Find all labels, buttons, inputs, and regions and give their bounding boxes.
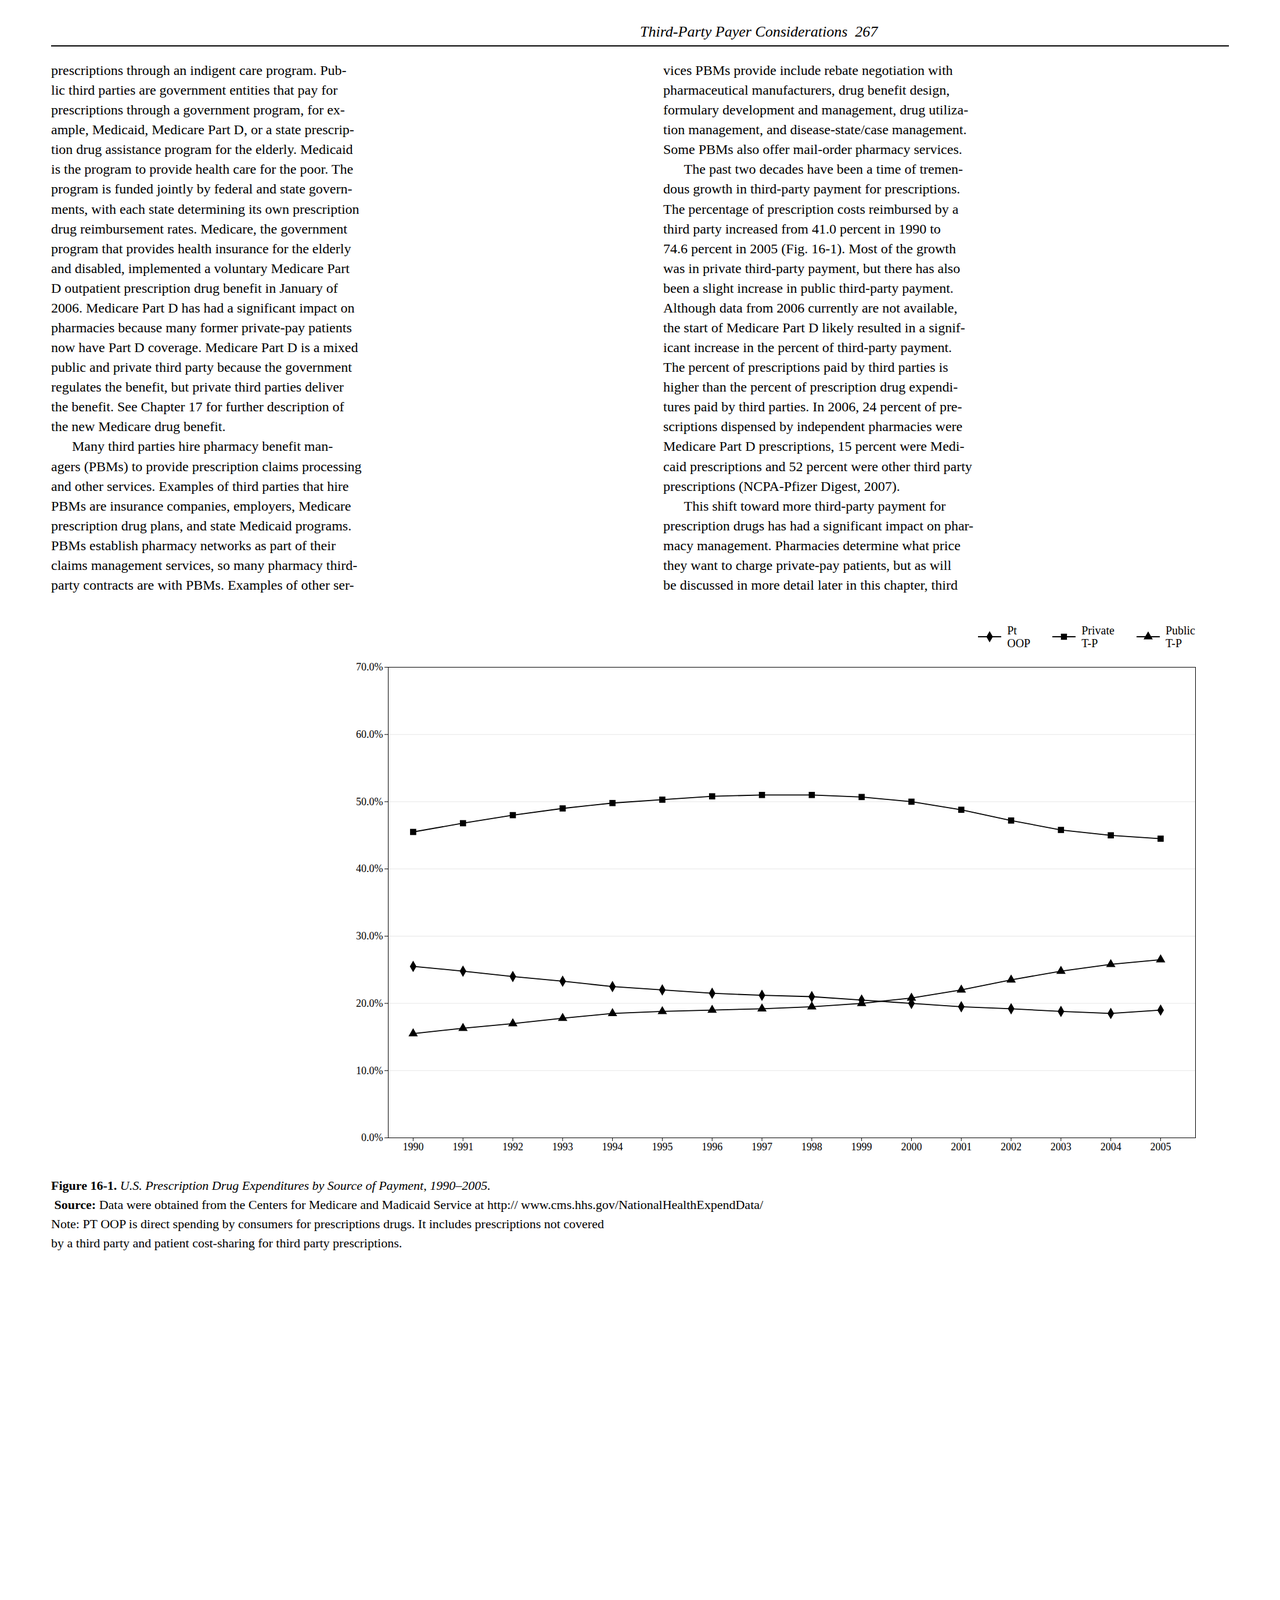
svg-text:2004: 2004 (1100, 1140, 1122, 1153)
svg-text:1994: 1994 (602, 1140, 624, 1153)
svg-text:30.0%: 30.0% (356, 929, 384, 942)
html-text:by a third party and patient c: by a third party and patient cost-sharin… (51, 1235, 403, 1250)
svg-text:1999: 1999 (851, 1140, 873, 1153)
svg-text:1992: 1992 (502, 1140, 524, 1153)
html-text:Private T-P: Private T-P (1081, 623, 1115, 650)
html-text:Figure 16-1. U.S. Prescription: Figure 16-1. U.S. Prescription Drug Expe… (51, 1177, 491, 1193)
svg-text:1991: 1991 (452, 1140, 474, 1153)
svg-text:1996: 1996 (701, 1140, 723, 1153)
svg-text:0.0%: 0.0% (361, 1131, 384, 1143)
svg-text:40.0%: 40.0% (356, 863, 384, 875)
svg-text:2003: 2003 (1050, 1140, 1072, 1153)
html-text:prescriptions through an indig: prescriptions through an indigent care p… (51, 62, 362, 593)
svg-text:1995: 1995 (651, 1140, 673, 1153)
svg-text:1993: 1993 (552, 1140, 574, 1153)
html-text:Note: PT OOP is direct spendin: Note: PT OOP is direct spending by consu… (51, 1216, 604, 1231)
svg-text:50.0%: 50.0% (356, 795, 384, 808)
svg-text:70.0%: 70.0% (356, 660, 384, 673)
html-text:Public T-P: Public T-P (1165, 623, 1196, 650)
svg-text:2002: 2002 (1000, 1140, 1022, 1153)
svg-text:1990: 1990 (402, 1140, 424, 1153)
svg-text:2005: 2005 (1149, 1140, 1171, 1153)
svg-text:1998: 1998 (801, 1140, 823, 1153)
svg-text:2001: 2001 (950, 1140, 972, 1153)
html-text:Third-Party Payer Consideratio: Third-Party Payer Considerations 267 (640, 23, 878, 41)
svg-text:20.0%: 20.0% (356, 997, 384, 1009)
svg-text:2000: 2000 (900, 1140, 922, 1153)
svg-text:10.0%: 10.0% (356, 1064, 384, 1077)
html-text:Source: Data were obtained fro: Source: Data were obtained from the Cent… (51, 1197, 764, 1212)
svg-text:1997: 1997 (751, 1140, 773, 1153)
html-text:vices PBMs provide include reb: vices PBMs provide include rebate negoti… (663, 62, 974, 593)
svg-text:60.0%: 60.0% (356, 728, 384, 740)
html-text:Pt OOP: Pt OOP (1007, 623, 1031, 650)
